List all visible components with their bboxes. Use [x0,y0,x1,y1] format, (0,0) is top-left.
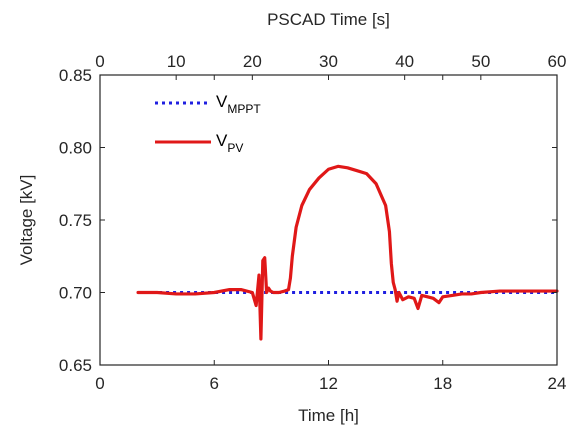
x2-tick-label: 30 [319,52,338,71]
x-tick-label: 6 [210,374,219,393]
series-line-v-pv [136,164,559,341]
plot-frame [99,74,558,366]
y-tick-label: 0.80 [59,139,92,158]
legend-main-v-mppt: V [216,92,228,111]
x2-tick-label: 20 [243,52,262,71]
plot-area [136,164,559,341]
x2-tick-label: 10 [167,52,186,71]
axis-ticks: 0 6 12 18 24 0 10 20 30 40 50 60 0.65 0.70 0.75 0.80 0.8… [59,52,567,393]
legend: VMPPT VPV [155,92,261,155]
x2-tick-label: 0 [95,52,104,71]
y-tick-label: 0.65 [59,356,92,375]
x-tick-label: 12 [319,374,338,393]
legend-sub-v-pv: PV [227,141,243,155]
x2-tick-label: 50 [471,52,490,71]
legend-label-v-pv: VPV [216,131,243,155]
top-x-axis-title: PSCAD Time [s] [267,10,390,29]
legend-label-v-mppt: VMPPT [216,92,261,116]
x2-tick-label: 60 [548,52,567,71]
y-tick-label: 0.85 [59,66,92,85]
x-tick-label: 24 [548,374,567,393]
x-tick-label: 0 [95,374,104,393]
y-axis-title: Voltage [kV] [17,175,36,266]
y-tick-label: 0.70 [59,284,92,303]
legend-sub-v-mppt: MPPT [227,102,261,116]
y-tick-label: 0.75 [59,211,92,230]
x-tick-label: 18 [433,374,452,393]
x2-tick-label: 40 [395,52,414,71]
x-axis-title: Time [h] [298,406,359,425]
legend-main-v-pv: V [216,131,228,150]
